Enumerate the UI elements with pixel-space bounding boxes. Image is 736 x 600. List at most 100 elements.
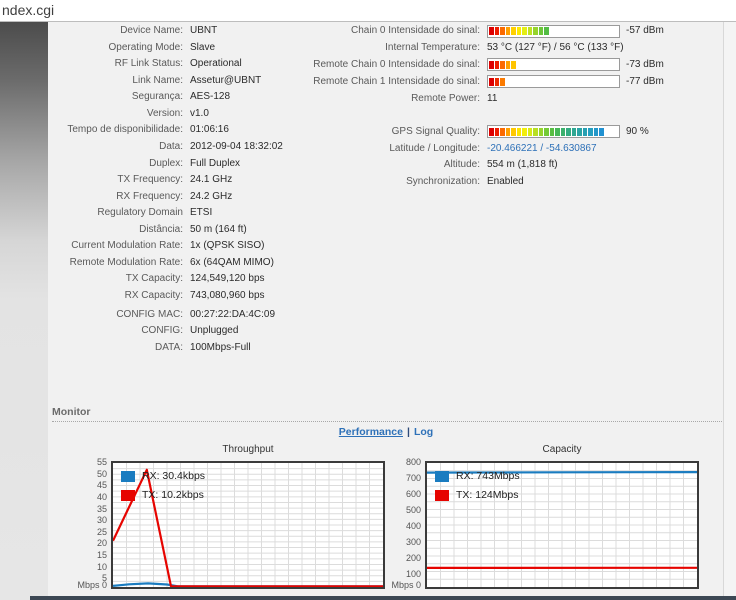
field-value-wrap: 50 m (164 ft) — [190, 223, 247, 236]
status-row: Remote Modulation Rate: 6x (64QAM MIMO) — [52, 256, 322, 269]
field-value: 100Mbps-Full — [190, 341, 251, 353]
field-label: Data: — [159, 140, 183, 152]
field-label: Distância: — [139, 223, 183, 235]
status-row: Data: 2012-09-04 18:32:02 — [52, 140, 322, 153]
field-value: 1x (QPSK SISO) — [190, 240, 265, 251]
chart-legend: RX: 30.4kbps TX: 10.2kbps — [121, 470, 205, 508]
page-title: ndex.cgi — [2, 2, 55, 18]
field-value-wrap: Full Duplex — [190, 157, 240, 170]
y-tick-label: 800 — [405, 457, 421, 467]
status-row: RX Frequency: 24.2 GHz — [52, 190, 322, 203]
y-tick-label: 40 — [96, 491, 107, 502]
bottom-divider-bar — [30, 596, 736, 600]
y-tick-label: 200 — [405, 553, 421, 563]
field-value-wrap: v1.0 — [190, 107, 209, 120]
field-label: Tempo de disponibilidade: — [67, 124, 183, 135]
y-tick-label: 500 — [405, 505, 421, 515]
field-value: UBNT — [190, 25, 218, 36]
field-label: Version: — [146, 107, 183, 119]
y-tick-label: 600 — [405, 489, 421, 499]
origin-label: Mbps 0 — [77, 580, 107, 590]
field-value-wrap: 6x (64QAM MIMO) — [190, 256, 274, 269]
legend-label: RX: 743Mbps — [456, 470, 520, 482]
y-tick-label: 300 — [405, 537, 421, 547]
status-row: Operating Mode: Slave — [52, 41, 322, 54]
status-row: Chain 0 Intensidade do sinal: -57 dBm — [310, 24, 720, 38]
field-value-wrap: Slave — [190, 41, 215, 54]
field-label: RF Link Status: — [114, 58, 183, 69]
field-label: DATA: — [155, 341, 183, 353]
status-row: Device Name: UBNT — [52, 24, 322, 37]
field-value: 6x (64QAM MIMO) — [190, 256, 274, 268]
field-value: 01:06:16 — [190, 124, 229, 135]
performance-link[interactable]: Performance — [338, 426, 403, 438]
field-value: ETSI — [190, 207, 213, 218]
field-label: Device Name: — [120, 25, 183, 36]
field-value-wrap: 124,549,120 bps — [190, 272, 265, 285]
status-row: TX Capacity: 124,549,120 bps — [52, 272, 322, 285]
field-value-wrap: ETSI — [190, 206, 212, 219]
field-value-wrap: Assetur@UBNT — [190, 74, 261, 87]
signal-bar — [487, 58, 620, 71]
field-value-wrap: 554 m (1,818 ft) — [487, 158, 558, 171]
monitor-heading: Monitor — [52, 406, 722, 422]
chart-plot: RX: 743Mbps TX: 124Mbps — [425, 461, 699, 589]
status-left-column: Device Name: UBNT Operating Mode: Slave RF L… — [52, 24, 322, 357]
field-value-wrap: Unplugged — [190, 324, 238, 337]
field-value: Enabled — [487, 175, 524, 187]
status-row: Synchronization: Enabled — [310, 175, 720, 188]
status-row: Version: v1.0 — [52, 107, 322, 120]
field-value-wrap: 53 °C (127 °F) / 56 °C (133 °F) — [487, 41, 624, 54]
field-value-wrap: AES-128 — [190, 90, 230, 103]
field-value: 90 % — [626, 125, 649, 137]
field-value: -57 dBm — [626, 25, 664, 36]
y-tick-label: 30 — [96, 515, 107, 526]
field-label: RX Frequency: — [116, 190, 183, 202]
field-value-wrap: 100Mbps-Full — [190, 341, 251, 354]
field-label: Segurança: — [131, 91, 183, 102]
legend-swatch — [435, 470, 449, 482]
y-tick-label: 50 — [96, 468, 107, 479]
status-row: Latitude / Longitude: -20.466221 / -54.63… — [310, 142, 720, 155]
origin-label: Mbps 0 — [391, 580, 421, 590]
field-value: Slave — [190, 41, 216, 53]
field-label: Current Modulation Rate: — [71, 240, 183, 251]
field-value: 554 m (1,818 ft) — [487, 159, 558, 170]
status-row: Remote Power: 11 — [310, 92, 720, 105]
field-label: TX Frequency: — [117, 174, 183, 185]
chart-title: Capacity — [542, 444, 582, 455]
y-tick-label: 25 — [96, 526, 107, 537]
field-label: TX Capacity: — [125, 273, 183, 284]
throughput-chart: Throughput 55 50 45 40 35 30 25 20 15 10 5 Mbps 0 RX:… — [77, 444, 391, 590]
coordinates-link[interactable]: -20.466221 / -54.630867 — [487, 142, 597, 154]
field-label: Remote Chain 0 Intensidade do sinal: — [313, 58, 480, 70]
legend-item: RX: 743Mbps — [435, 470, 520, 482]
log-link[interactable]: Log — [413, 426, 434, 438]
legend-label: RX: 30.4kbps — [142, 470, 206, 482]
legend-swatch — [435, 489, 449, 501]
page-header: ndex.cgi — [0, 0, 736, 22]
field-value: AES-128 — [190, 91, 231, 102]
field-label: Synchronization: — [406, 175, 480, 187]
field-value: Unplugged — [190, 325, 239, 336]
field-label: Regulatory Domain — [97, 207, 183, 218]
field-value-wrap: 90 % — [487, 125, 649, 138]
field-value-wrap: Enabled — [487, 175, 524, 188]
status-row: RF Link Status: Operational — [52, 57, 322, 70]
y-tick-label: 10 — [96, 561, 107, 572]
field-value: v1.0 — [190, 107, 209, 119]
status-row: Remote Chain 1 Intensidade do sinal: -77 … — [310, 75, 720, 88]
legend-item: RX: 30.4kbps — [121, 470, 205, 482]
field-value: 53 °C (127 °F) / 56 °C (133 °F) — [487, 42, 624, 53]
field-value-wrap: 2012-09-04 18:32:02 — [190, 140, 283, 153]
signal-bar — [487, 24, 620, 38]
signal-bar — [487, 125, 620, 138]
chart-title: Throughput — [222, 444, 274, 455]
monitor-links: Performance | Log — [48, 426, 724, 438]
field-value: 24.2 GHz — [190, 190, 233, 202]
y-tick-label: 100 — [405, 569, 421, 579]
legend-item: TX: 124Mbps — [435, 489, 520, 501]
field-label: Operating Mode: — [108, 41, 184, 53]
status-right-column: Chain 0 Intensidade do sinal: -57 dBm Inte… — [310, 24, 720, 191]
field-label: GPS Signal Quality: — [391, 125, 480, 137]
